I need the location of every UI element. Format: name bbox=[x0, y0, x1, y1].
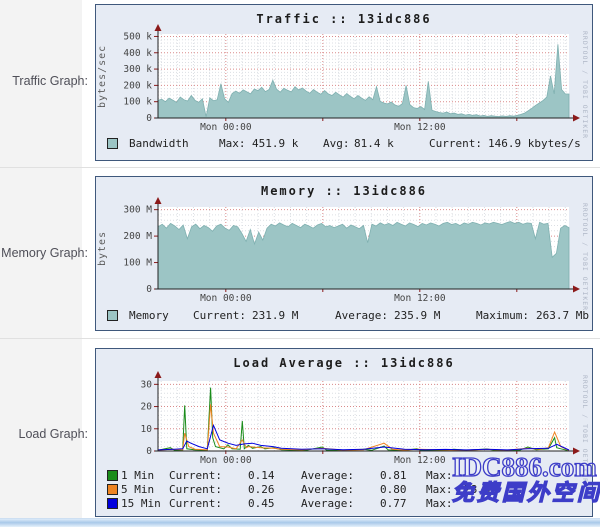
legend-value: 0.81 bbox=[380, 469, 407, 482]
watermark-site-text: IDC886.com bbox=[451, 452, 597, 482]
svg-text:300 k: 300 k bbox=[123, 64, 152, 75]
svg-text:400 k: 400 k bbox=[123, 48, 152, 59]
legend-key: Average: bbox=[301, 483, 354, 496]
svg-text:200 M: 200 M bbox=[123, 231, 152, 242]
footer-bar bbox=[0, 518, 600, 527]
legend-key: Current: bbox=[169, 497, 222, 510]
legend-key: Current: bbox=[169, 469, 222, 482]
legend-value: 0.80 bbox=[380, 483, 407, 496]
svg-text:0: 0 bbox=[146, 446, 152, 457]
memory-graph-title: Memory :: 13idc886 bbox=[260, 184, 428, 198]
load-chart: 0 10 20 30 Mon 00:00 Mon 12:00 bbox=[141, 371, 580, 466]
idc886-watermark: IDC886.com 免费国外空间 bbox=[451, 452, 600, 506]
legend-series-name: 5 Min bbox=[121, 483, 155, 496]
legend-key: Current: bbox=[193, 309, 246, 322]
legend-value: 0.77 bbox=[380, 497, 407, 510]
legend-row-15min: 15 Min Current: 0.45 Average: 0.77 Max: bbox=[96, 497, 592, 511]
svg-text:Mon 00:00: Mon 00:00 bbox=[200, 293, 252, 304]
legend-key: Maximum: bbox=[476, 309, 529, 322]
legend-key: Avg: bbox=[323, 137, 350, 150]
legend-series-name: 15 Min bbox=[121, 497, 161, 510]
legend-key: Average: bbox=[301, 469, 354, 482]
legend-key: Max: bbox=[219, 137, 246, 150]
svg-text:30: 30 bbox=[141, 379, 153, 390]
rrdtool-branding: RRDTOOL / TOBI OETIKER bbox=[581, 375, 589, 484]
legend-key: Max: bbox=[426, 469, 453, 482]
legend-value: 28.0 bbox=[464, 483, 491, 496]
svg-text:Mon 12:00: Mon 12:00 bbox=[394, 455, 446, 466]
traffic-graph-label: Traffic Graph: bbox=[12, 74, 88, 88]
legend-row-1min: 1 Min Current: 0.14 Average: 0.81 Max: bbox=[96, 469, 592, 483]
svg-text:Mon 12:00: Mon 12:00 bbox=[394, 122, 446, 133]
memory-chart: 0 100 M 200 M 300 M Mon 00:00 Mon 12:00 bbox=[123, 197, 580, 304]
load-graph-title: Load Average :: 13idc886 bbox=[233, 356, 455, 370]
row-divider bbox=[0, 167, 600, 168]
legend-series-name: 1 Min bbox=[121, 469, 155, 482]
legend-key: Max: bbox=[426, 483, 453, 496]
svg-text:20: 20 bbox=[141, 402, 153, 413]
legend-value: 0.45 bbox=[248, 497, 275, 510]
bandwidth-swatch-icon bbox=[107, 138, 118, 149]
traffic-graph-title: Traffic :: 13idc886 bbox=[256, 12, 432, 26]
legend-value: 146.9 kbytes/s bbox=[488, 137, 581, 150]
svg-text:Mon 12:00: Mon 12:00 bbox=[394, 293, 446, 304]
legend-series-name: Bandwidth bbox=[129, 137, 189, 150]
legend-row-5min: 5 Min Current: 0.26 Average: 0.80 Max: 2… bbox=[96, 483, 592, 497]
svg-text:Mon 00:00: Mon 00:00 bbox=[200, 455, 252, 466]
legend-value: 0.14 bbox=[248, 469, 275, 482]
svg-text:500 k: 500 k bbox=[123, 31, 152, 42]
legend-value: 0.26 bbox=[248, 483, 275, 496]
svg-text:0: 0 bbox=[146, 284, 152, 295]
memory-swatch-icon bbox=[107, 310, 118, 321]
memory-graph-label: Memory Graph: bbox=[1, 246, 88, 260]
legend-value: 235.9 M bbox=[394, 309, 441, 322]
load-15min-swatch-icon bbox=[107, 498, 118, 509]
traffic-legend: Bandwidth Max: 451.9 k Avg: 81.4 k Curre… bbox=[96, 137, 592, 151]
legend-key: Average: bbox=[335, 309, 388, 322]
memory-graph-panel: Memory :: 13idc886 bytes 0 100 M 200 M 300 … bbox=[95, 176, 593, 331]
load-1min-swatch-icon bbox=[107, 470, 118, 481]
rrdtool-branding: RRDTOOL / TOBI OETIKER bbox=[581, 31, 589, 140]
svg-text:0: 0 bbox=[146, 113, 152, 124]
legend-value: 263.7 Mb bbox=[536, 309, 589, 322]
legend-value: 231.9 M bbox=[252, 309, 299, 322]
legend-value: 81.4 k bbox=[354, 137, 394, 150]
svg-text:200 k: 200 k bbox=[123, 80, 152, 91]
load-graph-label: Load Graph: bbox=[18, 427, 89, 441]
traffic-graph-panel: Traffic :: 13idc886 bytes/sec 0 100 k 200 … bbox=[95, 4, 593, 161]
traffic-chart: 0 100 k 200 k 300 k 400 k 500 k Mon 00:00 Mon 1… bbox=[123, 24, 580, 133]
rrdtool-branding: RRDTOOL / TOBI OETIKER bbox=[581, 203, 589, 312]
svg-text:100 M: 100 M bbox=[123, 258, 152, 269]
svg-text:300 M: 300 M bbox=[123, 205, 152, 216]
svg-text:100 k: 100 k bbox=[123, 97, 152, 108]
row-divider bbox=[0, 338, 600, 339]
legend-key: Max: bbox=[426, 497, 453, 510]
watermark-chinese-text: 免费国外空间 bbox=[451, 479, 600, 505]
legend-key: Current: bbox=[169, 483, 222, 496]
memory-legend: Memory Current: 231.9 M Average: 235.9 M… bbox=[96, 309, 592, 323]
legend-series-name: Memory bbox=[129, 309, 169, 322]
load-5min-swatch-icon bbox=[107, 484, 118, 495]
svg-text:Mon 00:00: Mon 00:00 bbox=[200, 122, 252, 133]
legend-value: 451.9 k bbox=[252, 137, 299, 150]
load-legend: 1 Min Current: 0.14 Average: 0.81 Max: 5… bbox=[96, 469, 592, 511]
legend-key: Average: bbox=[301, 497, 354, 510]
svg-text:10: 10 bbox=[141, 424, 153, 435]
legend-key: Current: bbox=[429, 137, 482, 150]
left-label-column bbox=[0, 0, 82, 518]
